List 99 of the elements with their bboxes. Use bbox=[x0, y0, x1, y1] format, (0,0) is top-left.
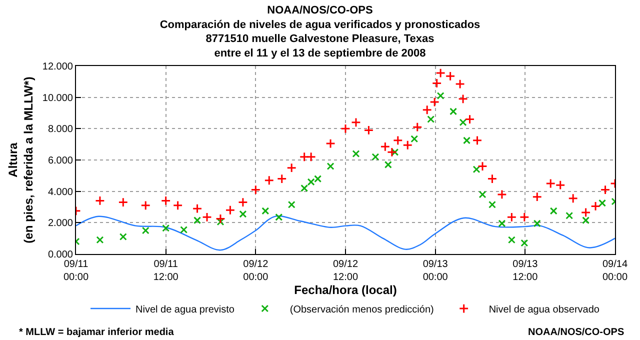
point bbox=[264, 175, 274, 186]
point bbox=[351, 117, 361, 128]
point bbox=[239, 210, 247, 218]
point bbox=[550, 207, 558, 215]
point bbox=[172, 200, 183, 210]
point bbox=[533, 220, 541, 228]
point bbox=[498, 220, 506, 228]
point bbox=[458, 94, 468, 104]
point bbox=[300, 184, 308, 192]
point bbox=[546, 178, 556, 188]
point bbox=[412, 122, 422, 132]
point bbox=[192, 204, 202, 214]
point bbox=[582, 216, 590, 224]
point bbox=[160, 196, 171, 206]
point bbox=[238, 197, 248, 208]
text: * MLLW = bajamar inferior media bbox=[19, 327, 174, 338]
point bbox=[216, 214, 226, 224]
point bbox=[427, 116, 435, 124]
point bbox=[506, 212, 517, 222]
point bbox=[519, 212, 530, 222]
point bbox=[566, 212, 574, 220]
x-tick-label: 09/14 00:00 bbox=[602, 259, 628, 283]
y-tick-label: 2.000 bbox=[48, 218, 74, 230]
point bbox=[459, 118, 467, 126]
x-tick-label: 09/11 00:00 bbox=[63, 259, 89, 283]
point bbox=[478, 190, 486, 198]
point bbox=[364, 125, 374, 136]
point bbox=[488, 200, 496, 208]
y-tick-label: 6.000 bbox=[48, 156, 74, 166]
point bbox=[299, 152, 310, 162]
point bbox=[455, 79, 465, 89]
point bbox=[202, 212, 212, 222]
point bbox=[568, 193, 578, 204]
point bbox=[306, 152, 316, 162]
point bbox=[326, 162, 334, 170]
legend-label: Nivel de agua observado bbox=[488, 304, 600, 316]
y-tick-label: 4.000 bbox=[48, 186, 74, 198]
point bbox=[118, 197, 128, 208]
point bbox=[372, 153, 380, 161]
point bbox=[580, 208, 591, 218]
point bbox=[352, 150, 360, 158]
point bbox=[402, 140, 413, 150]
x-tick-label: 09/12 00:00 bbox=[243, 259, 269, 283]
point bbox=[162, 224, 170, 232]
point bbox=[119, 233, 127, 241]
x-tick-label: 09/11 12:00 bbox=[153, 259, 179, 283]
point bbox=[250, 184, 261, 195]
point bbox=[445, 71, 456, 82]
point bbox=[478, 161, 488, 172]
text: NOAA/NOS/CO-OPS bbox=[528, 327, 624, 338]
point bbox=[180, 226, 188, 234]
point bbox=[436, 92, 444, 100]
point bbox=[140, 200, 151, 210]
x-tick-label: 09/13 12:00 bbox=[512, 259, 538, 283]
point bbox=[410, 135, 418, 143]
point bbox=[436, 68, 446, 78]
point bbox=[598, 199, 606, 207]
point bbox=[508, 236, 516, 244]
point bbox=[286, 162, 297, 173]
point bbox=[430, 97, 440, 107]
point bbox=[384, 160, 392, 168]
x-tick-label: 09/12 12:00 bbox=[332, 259, 358, 283]
point bbox=[392, 135, 403, 146]
point bbox=[555, 180, 566, 190]
point bbox=[326, 138, 336, 148]
point bbox=[600, 184, 610, 195]
point bbox=[422, 104, 432, 115]
y-tick-label: 10.000 bbox=[42, 92, 74, 104]
point bbox=[276, 174, 287, 184]
point bbox=[532, 192, 542, 202]
y-tick-label: 8.000 bbox=[48, 124, 74, 136]
point bbox=[520, 239, 528, 247]
y-axis-title: Altura (en pies, referida a la MLLW*) bbox=[6, 76, 36, 244]
point bbox=[432, 78, 442, 88]
x-tick-label: 09/13 00:00 bbox=[422, 259, 448, 283]
point bbox=[194, 216, 202, 224]
y-tick-label: 0.000 bbox=[48, 250, 74, 260]
point bbox=[472, 166, 480, 174]
x-axis-title: Fecha/hora (local) bbox=[294, 283, 397, 297]
y-tick-label: 12.000 bbox=[42, 62, 74, 72]
point bbox=[96, 236, 104, 244]
point bbox=[262, 207, 270, 215]
point bbox=[590, 201, 600, 212]
line-series bbox=[76, 215, 615, 251]
point bbox=[464, 114, 475, 124]
point bbox=[487, 174, 498, 184]
point bbox=[225, 205, 236, 216]
point bbox=[275, 213, 283, 221]
point bbox=[142, 226, 150, 234]
point bbox=[450, 108, 458, 116]
point bbox=[95, 196, 105, 206]
point bbox=[497, 190, 507, 200]
point bbox=[288, 200, 296, 208]
chart-title: NOAA/NOS/CO-OPS Comparación de niveles de agua verificados y pronosticados 8771510 muelle Galvestone Pleasure, Texas entre el 11 y el 13 de septiembre de 2008 bbox=[160, 4, 480, 60]
point bbox=[472, 135, 482, 146]
point bbox=[463, 136, 471, 144]
point bbox=[340, 124, 350, 134]
legend-label: (Observación menos predicción) bbox=[290, 304, 434, 316]
legend-label: Nivel de agua previsto bbox=[136, 304, 235, 316]
